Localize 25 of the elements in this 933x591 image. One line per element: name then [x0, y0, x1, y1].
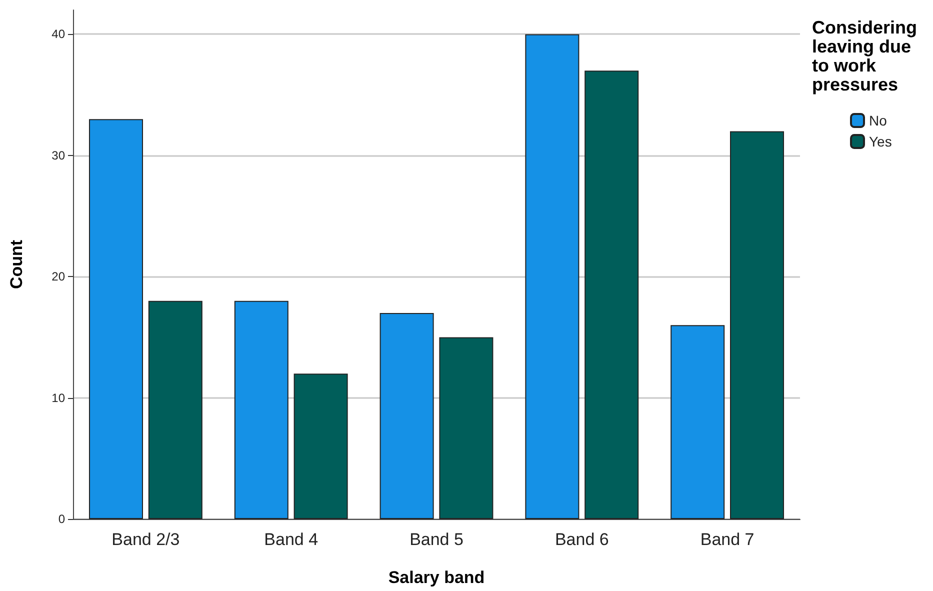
y-tick-label: 20	[52, 270, 66, 284]
y-tick-label: 30	[52, 148, 66, 162]
bar	[584, 70, 639, 519]
bar	[294, 374, 348, 519]
y-tick-label: 0	[58, 512, 66, 526]
x-tick-label: Band 7	[700, 530, 754, 549]
x-tick-label: Band 5	[410, 530, 464, 549]
y-tick-label: 40	[52, 27, 66, 42]
legend-label: No	[869, 112, 888, 128]
x-axis-title: Salary band	[388, 568, 485, 587]
bar	[670, 325, 725, 519]
x-tick-label: Band 2/3	[112, 530, 180, 549]
x-tick-label: Band 6	[554, 530, 609, 549]
y-axis-title: Count	[7, 240, 26, 290]
bar	[234, 300, 288, 519]
bar	[380, 312, 434, 519]
legend-label: Yes	[869, 134, 892, 150]
bar	[88, 119, 143, 519]
bar	[525, 34, 580, 519]
bar	[439, 337, 494, 519]
y-tick-label: 10	[52, 390, 66, 405]
bar	[148, 300, 202, 519]
legend-title: Considering leaving due to work pressures	[812, 18, 922, 94]
bar	[730, 131, 784, 519]
x-tick-label: Band 4	[264, 530, 318, 549]
